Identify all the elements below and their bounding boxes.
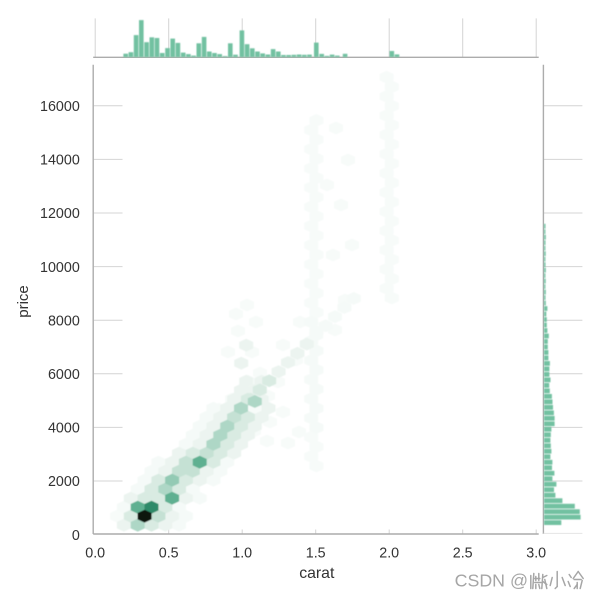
svg-text:12000: 12000	[40, 206, 80, 222]
svg-text:14000: 14000	[40, 153, 80, 169]
svg-text:3.0: 3.0	[526, 546, 546, 562]
svg-text:2000: 2000	[48, 474, 80, 490]
svg-text:price: price	[15, 285, 32, 318]
svg-text:0.0: 0.0	[85, 546, 105, 562]
svg-text:10000: 10000	[40, 260, 80, 276]
svg-text:6000: 6000	[48, 367, 80, 383]
svg-text:CSDN @: CSDN @	[455, 571, 528, 591]
svg-text:4000: 4000	[48, 421, 80, 437]
svg-text:carat: carat	[299, 565, 335, 582]
svg-text:2.0: 2.0	[379, 546, 399, 562]
svg-text:8000: 8000	[48, 313, 80, 329]
svg-text:1.0: 1.0	[232, 546, 252, 562]
svg-text:2.5: 2.5	[453, 546, 473, 562]
svg-text:0: 0	[72, 528, 80, 544]
svg-text:1.5: 1.5	[306, 546, 326, 562]
svg-text:16000: 16000	[40, 99, 80, 115]
svg-text:0.5: 0.5	[159, 546, 179, 562]
